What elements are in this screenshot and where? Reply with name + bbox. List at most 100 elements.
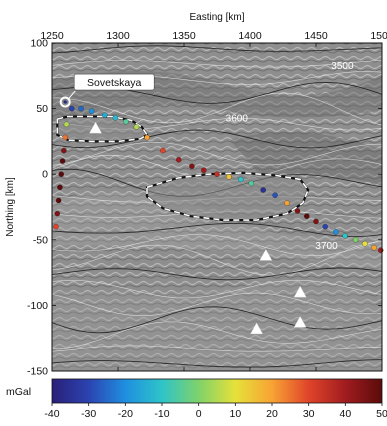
- colorbar-gradient: [51, 378, 383, 404]
- colorbar-ticks: -40 -30 -20 -10 0 10 20 30 40 50: [44, 403, 387, 420]
- y-axis-title: Northing [km]: [5, 177, 16, 237]
- gravity-point: [342, 233, 348, 239]
- map-plot-area: 3500 3600 3700 Sovetskaya: [51, 42, 384, 372]
- triangle-markers: [89, 121, 307, 335]
- y-tick-label: 100: [30, 38, 48, 50]
- gravity-point: [160, 147, 166, 154]
- gravity-point: [78, 105, 84, 112]
- x-axis-ticks: 1250 1300 1350 1400 1450 1500: [40, 30, 387, 371]
- terrain-shading: [52, 71, 382, 371]
- contour-line: [52, 359, 382, 368]
- triangle-marker: [89, 121, 102, 134]
- station-marker-center: [63, 100, 67, 104]
- colorbar-tick-label: 50: [376, 408, 387, 420]
- contour-line: [52, 45, 382, 54]
- station-label-box: [73, 73, 155, 91]
- contour-line: [52, 141, 382, 166]
- gravity-point: [226, 174, 232, 180]
- contour-line: [52, 241, 382, 276]
- gravity-point: [61, 147, 67, 154]
- contour-line: [52, 129, 382, 149]
- x-tick-label: 1400: [238, 30, 262, 42]
- x-axis-title: Easting [km]: [189, 12, 244, 23]
- gravity-point: [333, 229, 339, 235]
- triangle-marker: [293, 315, 307, 328]
- gravity-point: [144, 134, 150, 141]
- x-tick-label: 1250: [40, 30, 64, 42]
- gravity-point: [53, 223, 59, 230]
- contour-line: [52, 267, 382, 281]
- colorbar-tick-label: -10: [154, 408, 169, 420]
- gravity-point: [260, 187, 266, 193]
- y-tick-label: -100: [27, 300, 48, 312]
- gravity-point: [238, 176, 244, 183]
- contour-line: [52, 222, 382, 238]
- gravity-point: [248, 180, 255, 187]
- colorbar-tick-label: 20: [266, 408, 278, 420]
- triangle-marker: [293, 285, 307, 298]
- gravity-point: [54, 210, 61, 217]
- gravity-point: [371, 244, 377, 251]
- station-marker: [59, 96, 71, 108]
- gravity-point: [63, 121, 70, 128]
- colorbar-tick-label: -30: [81, 408, 96, 420]
- contour-label: 3600: [226, 114, 249, 125]
- gravity-point: [313, 218, 319, 225]
- colorbar-tick-label: 0: [196, 408, 202, 420]
- gravity-point: [304, 213, 310, 219]
- contour-line: [52, 234, 382, 256]
- x-tick-label: 1500: [370, 30, 387, 42]
- gravity-point: [112, 115, 119, 121]
- x-tick-label: 1350: [172, 30, 196, 42]
- gravity-point: [88, 108, 95, 114]
- gravity-point: [55, 197, 62, 204]
- colorbar-tick-label: -20: [118, 408, 133, 420]
- gravity-point: [62, 134, 68, 141]
- gravity-points: [53, 105, 384, 254]
- station-label: Sovetskaya: [87, 77, 141, 89]
- contour-line: [52, 92, 382, 126]
- colorbar-tick-label: 40: [339, 408, 351, 420]
- plot-frame: [51, 42, 383, 372]
- gravity-point: [189, 163, 195, 170]
- contour-line: [52, 321, 382, 350]
- y-tick-label: 50: [36, 103, 48, 115]
- gravity-point: [69, 105, 75, 112]
- contour-line: [52, 279, 382, 299]
- colorbar-tick-label: 10: [229, 408, 241, 420]
- y-axis-ticks: 100 50 0 -50 -100 -150: [27, 38, 382, 378]
- colorbar-label: mGal: [6, 386, 31, 398]
- gravity-point: [58, 171, 64, 177]
- x-tick-label: 1450: [304, 30, 328, 42]
- shading-band: [230, 132, 382, 185]
- gravity-point: [102, 112, 108, 118]
- triangle-marker: [259, 249, 273, 261]
- y-tick-label: 0: [42, 169, 48, 181]
- contour-line: [52, 292, 382, 316]
- station-marker-group: Sovetskaya: [59, 73, 155, 108]
- gravity-point: [123, 118, 129, 125]
- gravity-point: [322, 223, 328, 230]
- colorbar: mGal -40 -30 -20 -10 0 10 20 30 40 50: [6, 378, 387, 420]
- gravity-point: [352, 237, 359, 243]
- colorbar-tick-label: -40: [44, 408, 59, 420]
- contour-label: 3700: [315, 241, 338, 252]
- gravity-point: [362, 240, 368, 247]
- y-tick-label: -150: [27, 366, 48, 378]
- triangle-marker: [250, 322, 264, 335]
- shading-band: [52, 192, 382, 270]
- contour-labels: 3500 3600 3700: [226, 61, 354, 252]
- gravity-point: [214, 171, 220, 177]
- gravity-point: [294, 208, 301, 214]
- x-axis-title-group: Easting [km]: [189, 12, 244, 23]
- contour-line: [52, 345, 382, 352]
- contour-line: [52, 306, 382, 334]
- gravity-point: [201, 167, 207, 174]
- station-leader-line: [67, 90, 76, 100]
- gravity-point: [59, 158, 66, 164]
- gravity-point: [57, 184, 63, 191]
- contour-label: 3500: [331, 61, 354, 72]
- gravity-point: [133, 124, 140, 130]
- gravity-point: [272, 192, 278, 198]
